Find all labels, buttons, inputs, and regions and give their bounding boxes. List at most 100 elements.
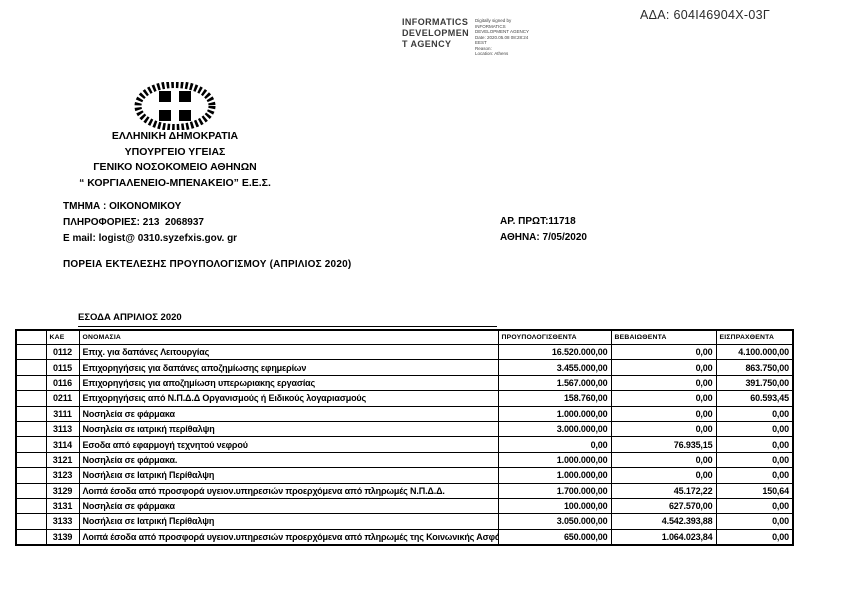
cell-collected: 60.593,45 xyxy=(715,390,794,407)
cell-kae: 0211 xyxy=(45,390,80,407)
cell-kae: 0112 xyxy=(45,343,80,361)
cell-name: Νοσήλεια σε Ιατρική Περίθαλψη xyxy=(78,513,499,530)
cell-budgeted: 158.760,00 xyxy=(497,390,612,407)
stamp-sig-line: INFORMATICS xyxy=(475,23,506,29)
header-blank xyxy=(15,329,47,345)
cell-certified: 0,00 xyxy=(610,359,717,376)
cell-budgeted: 16.520.000,00 xyxy=(497,343,612,361)
cell-kae: 3121 xyxy=(45,451,80,469)
cell-budgeted: 1.700.000,00 xyxy=(497,482,612,499)
letterhead-republic: ΕΛΛΗΝΙΚΗ ΔΗΜΟΚΡΑΤΙΑ xyxy=(111,130,239,142)
cell-blank xyxy=(15,420,47,438)
cell-collected: 0,00 xyxy=(715,513,794,530)
table-header-row: ΚΑΕ ΟΝΟΜΑΣΙΑ ΠΡΟΥΠΟΛΟΓΙΣΘΕΝΤΑ ΒΕΒΑΙΩΘΕΝΤ… xyxy=(15,329,794,345)
cell-name: Επιχορηγήσεις για δαπάνες αποζημίωσης εφ… xyxy=(78,359,499,376)
header-certified: ΒΕΒΑΙΩΘΕΝΤΑ xyxy=(610,329,717,345)
cell-blank xyxy=(15,390,47,407)
table-row: 0211 Επιχορηγήσεις από Ν.Π.Δ.Δ Οργανισμο… xyxy=(15,390,794,407)
table-row: 3129 Λοιπά έσοδα από προσφορά υγειον.υπη… xyxy=(15,482,794,499)
cell-kae: 3131 xyxy=(45,497,80,515)
cell-collected: 0,00 xyxy=(715,467,794,484)
cell-budgeted: 3.000.000,00 xyxy=(497,420,612,438)
cell-kae: 3133 xyxy=(45,513,80,530)
cell-certified: 0,00 xyxy=(610,467,717,484)
stamp-sig-line: Date: 2020.05.08 08:28:24 xyxy=(475,34,529,40)
cell-name: Λοιπά έσοδα από προσφορά υγειον.υπηρεσιώ… xyxy=(78,528,499,546)
cell-certified: 0,00 xyxy=(610,420,717,438)
cell-budgeted: 1.000.000,00 xyxy=(497,405,612,422)
stamp-agency-name: INFORMATICS DEVELOPMEN T AGENCY xyxy=(402,17,469,57)
stamp-agency-line: INFORMATICS xyxy=(402,17,469,27)
header-kae: ΚΑΕ xyxy=(45,329,80,345)
cell-blank xyxy=(15,359,47,376)
cell-kae: 3129 xyxy=(45,482,80,499)
cell-collected: 0,00 xyxy=(715,436,794,453)
digital-signature-stamp: INFORMATICS DEVELOPMEN T AGENCY Digitall… xyxy=(402,17,529,57)
table-row: 3113 Νοσηλεία σε ιατρική περίθαλψη 3.000… xyxy=(15,420,794,438)
cell-budgeted: 1.000.000,00 xyxy=(497,467,612,484)
cell-certified: 0,00 xyxy=(610,405,717,422)
cell-blank xyxy=(15,405,47,422)
email-line: E mail: logist@ 0310.syzefxis.gov. gr xyxy=(63,233,238,244)
cell-budgeted: 3.050.000,00 xyxy=(497,513,612,530)
cell-collected: 0,00 xyxy=(715,405,794,422)
stamp-sig-line: Digitally signed by xyxy=(475,18,512,23)
cell-kae: 3111 xyxy=(45,405,80,422)
letterhead-hospital: ΓΕΝΙΚΟ ΝΟΣΟΚΟΜΕΙΟ ΑΘΗΝΩΝ xyxy=(93,161,257,173)
cell-certified: 1.064.023,84 xyxy=(610,528,717,546)
city-date: ΑΘΗΝΑ: 7/05/2020 xyxy=(500,232,587,243)
cell-certified: 0,00 xyxy=(610,451,717,469)
table-row: 0112 Επιχ. για δαπάνες Λειτουργίας 16.52… xyxy=(15,343,794,361)
cell-budgeted: 0,00 xyxy=(497,436,612,453)
ada-code: ΑΔΑ: 604Ι46904Χ-03Γ xyxy=(640,8,771,22)
cell-blank xyxy=(15,451,47,469)
cell-name: Νοσηλεία σε ιατρική περίθαλψη xyxy=(78,420,499,438)
table-row: 3131 Νοσηλεία σε φάρμακα 100.000,00 627.… xyxy=(15,497,794,515)
cell-kae: 3113 xyxy=(45,420,80,438)
cell-blank xyxy=(15,374,47,392)
table-row: 3123 Νοσήλεια σε Ιατρική Περίθαλψη 1.000… xyxy=(15,467,794,484)
table-section-title: ΕΣΟΔΑ ΑΠΡΙΛΙΟΣ 2020 xyxy=(78,312,497,327)
stamp-signature-details: Digitally signed by INFORMATICS DEVELOPM… xyxy=(475,17,529,57)
cell-certified: 76.935,15 xyxy=(610,436,717,453)
stamp-agency-line: DEVELOPMEN xyxy=(402,28,470,38)
cell-certified: 4.542.393,88 xyxy=(610,513,717,530)
cell-collected: 150,64 xyxy=(715,482,794,499)
cell-name: Εσοδα από εφαρμογή τεχνητού νεφρού xyxy=(78,436,499,453)
contact-info-block: ΤΜΗΜΑ : ΟΙΚΟΝΟΜΙΚΟΥ ΠΛΗΡΟΦΟΡΙΕΣ: 213 206… xyxy=(63,199,237,247)
budget-table: ΚΑΕ ΟΝΟΜΑΣΙΑ ΠΡΟΥΠΟΛΟΓΙΣΘΕΝΤΑ ΒΕΒΑΙΩΘΕΝΤ… xyxy=(15,329,794,547)
table-row: 3121 Νοσηλεία σε φάρμακα. 1.000.000,00 0… xyxy=(15,451,794,469)
stamp-sig-line: Location: Athens xyxy=(475,51,509,56)
stamp-sig-line: EEST xyxy=(475,40,487,45)
emblem-svg xyxy=(134,81,216,131)
cell-blank xyxy=(15,436,47,453)
cell-name: Νοσηλεία σε φάρμακα xyxy=(78,497,499,515)
cell-blank xyxy=(15,528,47,546)
cell-certified: 0,00 xyxy=(610,374,717,392)
cell-collected: 0,00 xyxy=(715,497,794,515)
cell-budgeted: 100.000,00 xyxy=(497,497,612,515)
cell-name: Επιχορηγήσεις από Ν.Π.Δ.Δ Οργανισμούς ή … xyxy=(78,390,499,407)
cell-blank xyxy=(15,343,47,361)
letterhead: ΕΛΛΗΝΙΚΗ ΔΗΜΟΚΡΑΤΙΑ ΥΠΟΥΡΓΕΙΟ ΥΓΕΙΑΣ ΓΕΝ… xyxy=(30,129,320,191)
table-row: 3114 Εσοδα από εφαρμογή τεχνητού νεφρού … xyxy=(15,436,794,453)
cell-blank xyxy=(15,513,47,530)
table-row: 0115 Επιχορηγήσεις για δαπάνες αποζημίωσ… xyxy=(15,359,794,376)
cell-budgeted: 3.455.000,00 xyxy=(497,359,612,376)
cell-budgeted: 1.000.000,00 xyxy=(497,451,612,469)
cell-blank xyxy=(15,497,47,515)
stamp-sig-line: DEVELOPMENT AGENCY xyxy=(475,29,529,34)
letterhead-hospital-name: “ ΚΟΡΓΙΑΛΕΝΕΙΟ-ΜΠΕΝΑΚΕΙΟ” Ε.Ε.Σ. xyxy=(79,176,271,189)
cell-collected: 4.100.000,00 xyxy=(715,343,794,361)
cell-name: Επιχ. για δαπάνες Λειτουργίας xyxy=(78,343,499,361)
cell-name: Επιχορηγήσεις για αποζημίωση υπερωριακης… xyxy=(78,374,499,392)
cell-kae: 3123 xyxy=(45,467,80,484)
cell-blank xyxy=(15,482,47,499)
protocol-number: ΑΡ. ΠΡΩΤ:11718 xyxy=(500,216,576,227)
table-row: 0116 Επιχορηγήσεις για αποζημίωση υπερωρ… xyxy=(15,374,794,392)
cell-kae: 3139 xyxy=(45,528,80,546)
cell-kae: 0116 xyxy=(45,374,80,392)
document-title: ΠΟΡΕΙΑ ΕΚΤΕΛΕΣΗΣ ΠΡΟΥΠΟΛΟΓΙΣΜΟΥ (ΑΠΡΙΛΙΟ… xyxy=(63,259,352,270)
protocol-info-block: ΑΡ. ΠΡΩΤ:11718 ΑΘΗΝΑ: 7/05/2020 xyxy=(500,214,587,246)
